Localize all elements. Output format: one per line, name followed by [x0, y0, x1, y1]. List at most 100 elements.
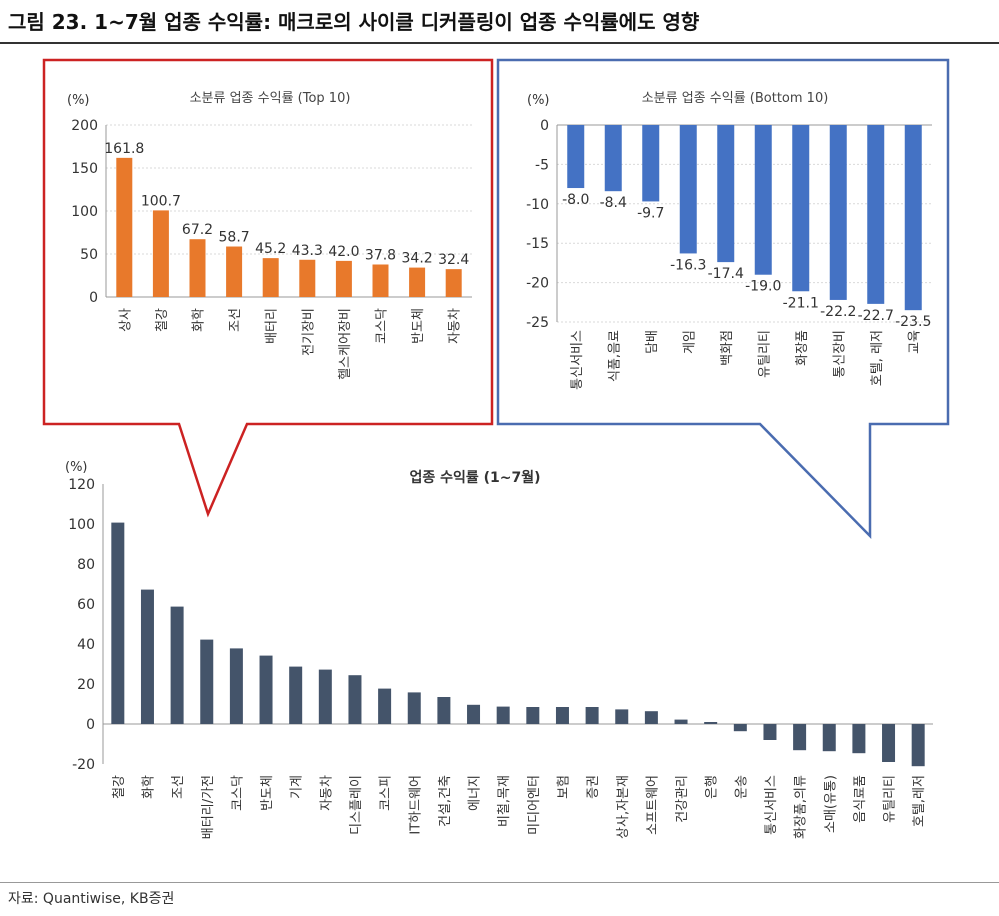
- main-category-label: 비철,목재: [497, 775, 512, 827]
- top10-bar: [116, 157, 133, 297]
- main-bar: [615, 709, 629, 724]
- main-category-label: 코스닥: [230, 775, 245, 811]
- main-y-tick-label-0: 120: [68, 477, 95, 493]
- main-category-label: 에너지: [468, 775, 483, 811]
- top10-y-tick-label-3: 150: [71, 161, 98, 177]
- main-bar: [526, 707, 540, 724]
- bottom10-bar: [642, 125, 660, 202]
- bottom10-value-label: -17.4: [708, 266, 744, 282]
- bottom10-value-label: -8.0: [562, 192, 589, 208]
- top10-chart: 소분류 업종 수익률 (Top 10) (%) 0 50 100 150 200 161.…: [67, 91, 472, 380]
- top10-category-label: 반도체: [411, 308, 426, 344]
- bottom10-bar: [792, 125, 810, 292]
- bottom10-category-label: 통신서비스: [570, 330, 585, 390]
- top10-value-label: 32.4: [438, 252, 469, 268]
- main-bar: [555, 707, 569, 724]
- bottom10-category-label: 게임: [682, 330, 697, 354]
- main-y-tick-label-3: 60: [77, 597, 95, 613]
- main-bar: [437, 697, 451, 724]
- main-bar: [911, 724, 925, 767]
- main-category-label: 건설,건축: [438, 775, 453, 827]
- bottom10-bar: [754, 125, 772, 275]
- main-unit-label: (%): [65, 460, 88, 475]
- main-bar: [348, 675, 362, 724]
- main-category-label: 조선: [171, 775, 186, 799]
- bottom10-bar: [829, 125, 847, 300]
- bottom10-y-tick-label-3: -15: [526, 236, 549, 252]
- top10-bar: [335, 260, 352, 297]
- main-bar: [111, 522, 125, 724]
- bottom10-category-label: 교육: [907, 330, 922, 354]
- main-bar: [407, 692, 421, 724]
- main-bar: [259, 655, 273, 724]
- top10-y-tick-label-4: 200: [71, 118, 98, 134]
- top10-value-label: 42.0: [328, 244, 359, 260]
- main-category-label: 소프트웨어: [645, 775, 660, 835]
- bottom10-bar: [717, 125, 735, 263]
- main-bar: [140, 589, 154, 724]
- bottom10-unit-label: (%): [527, 93, 550, 108]
- main-bar: [289, 666, 303, 724]
- main-bar: [674, 719, 688, 724]
- main-category-label: 소매(유통): [823, 775, 838, 833]
- main-category-label: 미디어엔터: [527, 775, 542, 835]
- top10-value-label: 100.7: [141, 193, 181, 209]
- main-y-tick-label-2: 80: [77, 557, 95, 573]
- bottom10-category-label: 백화점: [720, 330, 735, 366]
- top10-callout-frame: [42, 58, 494, 518]
- main-category-label: 기계: [290, 775, 305, 799]
- main-category-label: 운송: [734, 775, 749, 799]
- main-category-label: 화학: [141, 775, 156, 799]
- bottom10-y-tick-label-1: -5: [535, 157, 549, 173]
- bottom10-chart-title: 소분류 업종 수익률 (Bottom 10): [642, 91, 829, 106]
- bottom10-bar: [679, 125, 697, 254]
- main-category-label: 은행: [704, 775, 720, 799]
- top10-value-label: 43.3: [292, 243, 323, 259]
- main-category-label: 배터리/가전: [201, 775, 216, 839]
- main-bar: [704, 722, 718, 724]
- main-category-label: 건강관리: [675, 775, 690, 823]
- bottom10-category-label: 식품,음료: [607, 330, 622, 382]
- main-bar: [793, 724, 807, 751]
- main-y-tick-label-6: 0: [86, 717, 95, 733]
- main-category-label: 자동차: [319, 775, 334, 811]
- main-category-label: 철강: [112, 775, 127, 799]
- bottom10-value-label: -22.2: [820, 304, 856, 320]
- main-category-label: 통신서비스: [764, 775, 779, 835]
- main-bar: [467, 704, 481, 724]
- main-bar: [822, 724, 836, 752]
- main-category-label: 코스피: [379, 775, 394, 811]
- bottom10-y-tick-label-4: -20: [526, 276, 549, 292]
- top10-unit-label: (%): [67, 93, 90, 108]
- top10-bar: [409, 267, 426, 297]
- top10-category-label: 배터리: [265, 308, 280, 344]
- bottom10-value-label: -8.4: [600, 195, 627, 211]
- top10-category-label: 헬스케어장비: [338, 308, 353, 380]
- main-y-tick-label-1: 100: [68, 517, 95, 533]
- source-divider: [0, 882, 999, 883]
- main-bar: [733, 724, 747, 732]
- bottom10-y-tick-label-5: -25: [526, 315, 549, 331]
- main-y-tick-label-4: 40: [77, 637, 95, 653]
- top10-value-label: 34.2: [402, 251, 433, 267]
- bottom10-category-label: 화장품: [795, 330, 810, 366]
- top10-bar: [299, 259, 316, 297]
- main-bar: [585, 707, 599, 724]
- bottom10-category-label: 호텔, 레저: [870, 330, 885, 386]
- bottom10-callout-frame: [496, 58, 950, 540]
- bottom10-y-tick-label-2: -10: [526, 197, 549, 213]
- top10-value-label: 58.7: [219, 230, 250, 246]
- main-category-label: 반도체: [260, 775, 275, 811]
- top10-category-label: 화학: [192, 308, 207, 332]
- top10-y-tick-label-1: 50: [80, 247, 98, 263]
- source-note: 자료: Quantiwise, KB증권: [8, 891, 175, 907]
- top10-value-label: 37.8: [365, 247, 396, 263]
- top10-chart-title: 소분류 업종 수익률 (Top 10): [190, 91, 351, 106]
- top10-bar: [152, 210, 169, 297]
- main-category-label: 유틸리티: [883, 775, 898, 823]
- main-bar: [496, 706, 510, 724]
- main-category-label: 증권: [586, 775, 601, 799]
- bottom10-bar: [604, 125, 622, 192]
- main-category-label: 보험: [556, 775, 571, 799]
- main-bar: [882, 724, 896, 762]
